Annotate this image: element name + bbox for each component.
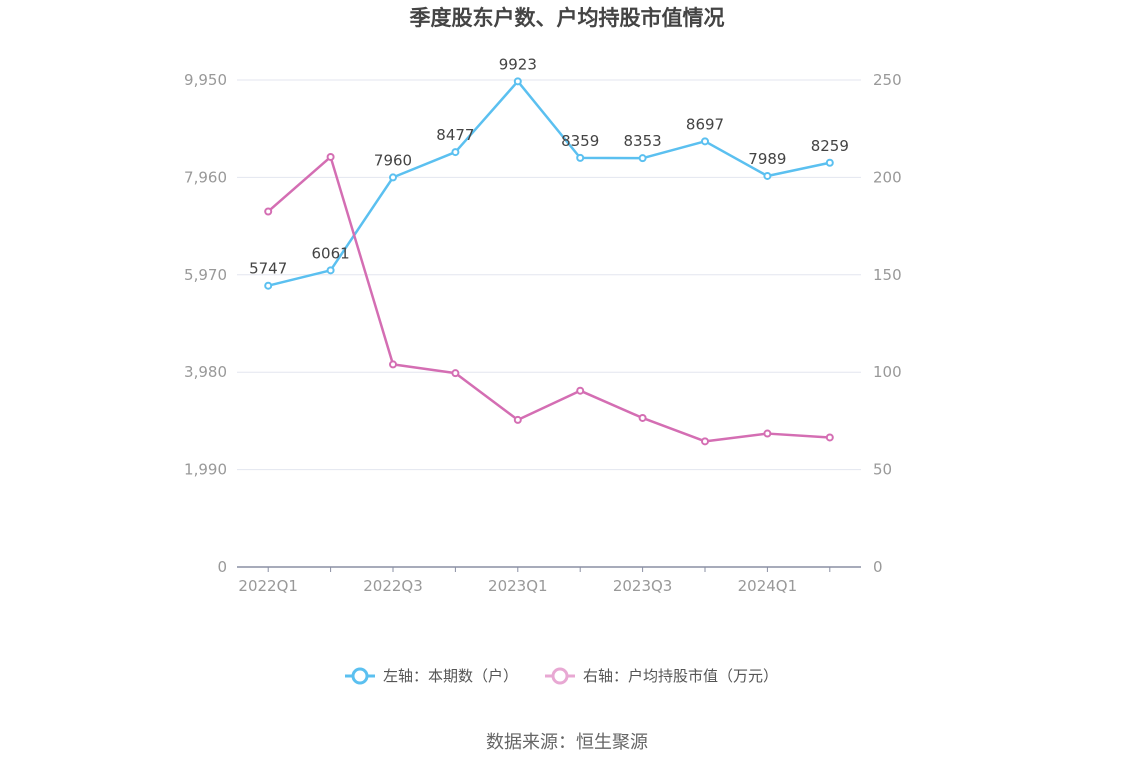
y-left-tick-label: 9,950 xyxy=(184,71,227,89)
data-point-right xyxy=(576,386,585,395)
data-point-left xyxy=(763,171,772,180)
y-left-tick-label: 0 xyxy=(217,558,227,576)
data-point-left xyxy=(264,281,273,290)
legend-item-left[interactable]: 左轴：本期数（户） xyxy=(345,667,518,685)
data-point-right xyxy=(701,437,709,446)
x-tick-label: 2023Q3 xyxy=(613,577,673,595)
y-right-tick-label: 50 xyxy=(873,461,892,479)
x-tick-label: 2024Q1 xyxy=(738,577,798,595)
x-tick-label: 2022Q1 xyxy=(238,577,298,595)
data-point-left xyxy=(576,153,585,162)
data-label: 7989 xyxy=(748,150,786,168)
series xyxy=(264,77,834,446)
chart-title: 季度股东户数、户均持股市值情况 xyxy=(410,6,725,30)
data-point-right xyxy=(825,433,834,442)
series-line-left xyxy=(267,80,831,287)
data-point-left xyxy=(638,154,647,163)
data-point-left xyxy=(389,173,397,182)
data-point-left xyxy=(451,148,460,157)
x-tick-label: 2022Q3 xyxy=(363,577,423,595)
source-note: 数据来源：恒生聚源 xyxy=(486,732,648,753)
data-label: 9923 xyxy=(499,55,537,73)
data-point-left xyxy=(326,266,335,275)
data-point-right xyxy=(763,429,772,438)
data-label: 6061 xyxy=(312,244,350,262)
data-point-right xyxy=(326,152,335,161)
axes: 0 1,990 3,980 5,970 7,960 9,950 0 50 100 150 200 25… xyxy=(184,71,902,595)
series-line-right xyxy=(267,155,830,443)
data-label: 7960 xyxy=(374,151,412,169)
data-label: 8359 xyxy=(561,132,599,150)
data-point-right xyxy=(264,207,273,216)
y-right-tick-label: 0 xyxy=(873,558,883,576)
y-left-tick-label: 3,980 xyxy=(184,363,227,381)
grid xyxy=(237,79,861,471)
data-point-right xyxy=(638,413,647,422)
data-labels: 5747 6061 7960 8477 9923 8359 8353 8697 7989 8259 xyxy=(249,55,849,277)
data-label: 8353 xyxy=(624,132,662,150)
legend-label: 右轴：户均持股市值（万元） xyxy=(583,667,778,685)
legend-item-right[interactable]: 右轴：户均持股市值（万元） xyxy=(545,667,778,685)
data-point-right xyxy=(389,360,397,369)
x-tick-label: 2023Q1 xyxy=(488,577,548,595)
y-right-tick-label: 150 xyxy=(873,266,902,284)
data-label: 8697 xyxy=(686,115,724,133)
y-right-tick-label: 200 xyxy=(873,168,902,186)
data-point-right xyxy=(451,369,460,378)
y-left-tick-label: 7,960 xyxy=(184,168,227,186)
legend[interactable]: 左轴：本期数（户） 右轴：户均持股市值（万元） xyxy=(345,667,778,685)
y-right-tick-label: 100 xyxy=(873,363,902,381)
data-point-left xyxy=(513,77,522,86)
data-label: 8259 xyxy=(811,137,849,155)
y-left-tick-label: 1,990 xyxy=(184,461,227,479)
data-point-left xyxy=(701,137,709,146)
legend-label: 左轴：本期数（户） xyxy=(383,667,518,685)
legend-swatch-marker xyxy=(551,667,569,685)
data-point-left xyxy=(825,158,834,167)
data-label: 8477 xyxy=(436,126,474,144)
data-point-right xyxy=(513,415,522,424)
y-left-tick-label: 5,970 xyxy=(184,266,227,284)
data-label: 5747 xyxy=(249,260,287,278)
legend-swatch-marker xyxy=(351,667,369,685)
y-right-tick-label: 250 xyxy=(873,71,902,89)
